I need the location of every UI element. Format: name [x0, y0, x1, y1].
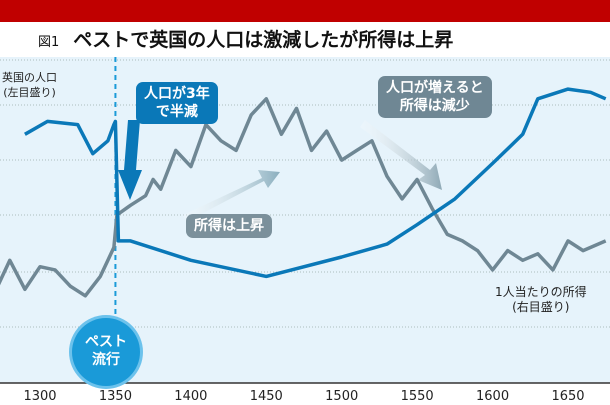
figure-number: 図1: [38, 35, 60, 50]
plague-badge: ペスト 流行: [72, 318, 140, 386]
x-tick-label: 1500: [325, 389, 358, 404]
x-tick-label: 1300: [23, 389, 56, 404]
series-line-population: [24, 87, 607, 279]
x-tick-label: 1600: [476, 389, 509, 404]
rise-arrow: [183, 170, 280, 222]
x-tick-label: 1400: [174, 389, 207, 404]
x-tick-label: 1550: [401, 389, 434, 404]
series-line-income: [0, 97, 607, 298]
x-tick-label: 1450: [250, 389, 283, 404]
title-text: ペストで英国の人口は激減したが所得は上昇: [73, 29, 454, 51]
callout-decline: 人口が増えると 所得は減少: [378, 76, 492, 118]
x-tick-label: 1350: [99, 389, 132, 404]
callout-halving: 人口が3年 で半減: [136, 82, 218, 124]
header-band: [0, 0, 610, 22]
income-label: 1人当たりの所得 (右目盛り): [495, 285, 587, 314]
chart-title: 図1 ペストで英国の人口は激減したが所得は上昇: [38, 25, 453, 52]
halving-arrow: [118, 120, 142, 200]
population-label: 英国の人口 (左目盛り): [2, 71, 57, 99]
decline-arrow: [360, 120, 442, 190]
callout-income-rise: 所得は上昇: [186, 214, 272, 238]
x-tick-label: 1650: [551, 389, 584, 404]
